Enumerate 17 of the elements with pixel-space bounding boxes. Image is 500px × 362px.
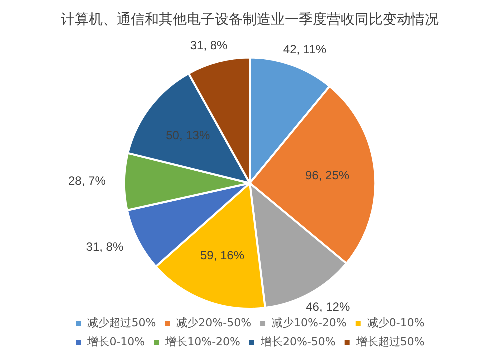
legend-label: 增长10%-20% <box>164 335 240 348</box>
chart-title: 计算机、通信和其他电子设备制造业一季度营收同比变动情况 <box>61 12 439 28</box>
legend-label: 减少超过50% <box>88 316 156 330</box>
data-label: 96, 25% <box>306 168 350 182</box>
legend-label: 减少20%-50% <box>176 316 252 330</box>
legend-label: 减少10%-20% <box>272 316 347 330</box>
legend-label: 增长20%-50% <box>260 335 336 348</box>
data-label: 28, 7% <box>68 174 106 188</box>
data-label: 50, 13% <box>166 128 210 142</box>
data-label: 42, 11% <box>283 42 327 56</box>
legend-label: 增长超过50% <box>355 335 425 348</box>
data-label: 31, 8% <box>190 38 228 53</box>
data-label: 31, 8% <box>86 240 124 254</box>
data-label: 59, 16% <box>200 248 245 263</box>
legend-label: 增长0-10% <box>86 335 146 348</box>
legend-label: 减少0-10% <box>367 316 425 330</box>
data-label: 46, 12% <box>306 300 350 314</box>
